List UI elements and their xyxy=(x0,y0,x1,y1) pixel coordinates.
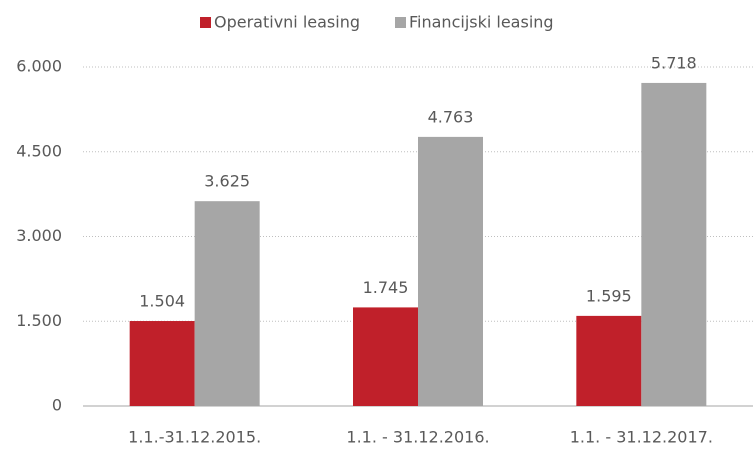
y-tick-label: 3.000 xyxy=(16,226,62,245)
y-tick-label: 6.000 xyxy=(16,57,62,76)
value-label: 1.745 xyxy=(363,278,409,297)
bar xyxy=(641,82,707,407)
x-tick-label: 1.1.-31.12.2015. xyxy=(128,428,261,447)
bar xyxy=(353,307,418,406)
legend-label: Operativni leasing xyxy=(214,13,360,32)
x-tick-label: 1.1. - 31.12.2016. xyxy=(346,428,489,447)
y-tick-label: 4.500 xyxy=(16,141,62,160)
value-label: 1.504 xyxy=(139,292,185,311)
y-tick-label: 0 xyxy=(52,396,62,415)
bar xyxy=(418,136,483,406)
x-tick-label: 1.1. - 31.12.2017. xyxy=(570,428,713,447)
value-label: 1.595 xyxy=(586,286,632,305)
value-label: 3.625 xyxy=(204,172,250,191)
legend-label: Financijski leasing xyxy=(409,13,554,32)
bar xyxy=(129,321,195,406)
bar xyxy=(194,201,260,406)
legend-swatch xyxy=(395,17,406,28)
value-label: 5.718 xyxy=(651,53,697,72)
bar xyxy=(576,315,642,406)
legend-swatch xyxy=(200,17,211,28)
value-label: 4.763 xyxy=(428,107,474,126)
y-tick-label: 1.500 xyxy=(16,311,62,330)
